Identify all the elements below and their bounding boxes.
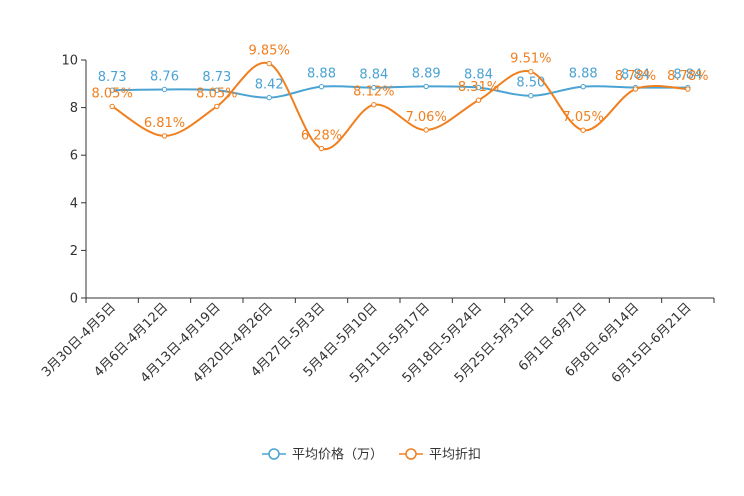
data-point[interactable] [214,87,220,93]
legend-item-2[interactable]: 平均折扣 [399,448,481,463]
data-point[interactable] [318,145,325,152]
legend-label: 平均价格（万） [292,447,383,463]
y-tick-label: 2 [70,244,78,259]
data-point[interactable] [371,84,377,91]
data-point[interactable] [109,87,115,93]
data-label: 9.51% [510,52,551,67]
y-tick-label: 8 [70,101,78,116]
data-label: 8.78% [615,69,656,84]
y-tick-label: 4 [70,196,78,211]
data-label: 7.05% [563,110,604,125]
data-label: 7.06% [406,110,447,125]
data-point[interactable] [423,83,429,90]
data-point[interactable] [266,60,272,67]
data-label: 8.76 [150,70,179,85]
data-label: 8.88 [569,67,598,82]
y-tick-label: 10 [61,54,78,69]
data-label: 8.84 [621,68,650,83]
legend-label: 平均折扣 [429,448,481,463]
data-label: 8.05% [92,86,133,101]
legend-item-1[interactable]: 平均价格（万） [262,447,383,463]
data-point[interactable] [266,94,272,101]
legend-marker [405,448,417,460]
data-label: 8.84 [359,68,388,83]
data-label: 8.42 [255,78,284,93]
data-point[interactable] [528,93,534,99]
series-line [112,85,688,99]
data-point[interactable] [214,103,220,110]
series-2: 8.05% 6.81% 8.05% 9.85% 6.28% 8.12% 7.06% 8.31%… [92,44,708,152]
series-layer: 8.73 8.76 8.73 8.42 8.88 8.84 8.89 8.84 8.50 8.88… [92,44,708,152]
data-point[interactable] [161,86,168,93]
data-point[interactable] [632,86,639,92]
data-point[interactable] [371,102,377,108]
data-label: 8.73 [98,70,127,85]
data-label: 8.78% [667,69,708,84]
data-point[interactable] [109,103,115,110]
data-point[interactable] [580,83,586,90]
data-label: 8.12% [353,85,394,100]
series-line [111,61,688,151]
legend-marker [268,448,280,460]
data-point[interactable] [580,127,586,133]
data-point[interactable] [475,84,482,91]
data-point[interactable] [528,68,534,75]
data-label: 9.85% [249,44,290,59]
data-label: 8.88 [307,67,336,82]
data-label: 8.50 [516,76,545,91]
data-label: 8.05% [196,86,237,101]
data-label: 8.84 [464,68,493,83]
y-tick-label: 0 [70,292,78,307]
data-point[interactable] [475,97,482,103]
data-point[interactable] [685,86,691,92]
data-point[interactable] [318,83,325,90]
y-tick-label: 6 [70,149,78,164]
data-label: 6.28% [301,129,342,144]
legend[interactable]: 平均价格（万） 平均折扣 [262,447,481,463]
data-label: 8.31% [458,80,499,95]
data-label: 8.73 [202,70,231,85]
data-point[interactable] [423,127,429,133]
series-1: 8.73 8.76 8.73 8.42 8.88 8.84 8.89 8.84 8.50 8.88… [98,66,702,101]
data-label: 8.84 [673,68,702,83]
axes: 02468103月30日-4月5日4月6日-4月12日4月13日-4月19日4月… [39,54,715,386]
data-label: 6.81% [144,116,185,131]
data-label: 8.89 [412,66,441,81]
data-point[interactable] [161,133,168,139]
